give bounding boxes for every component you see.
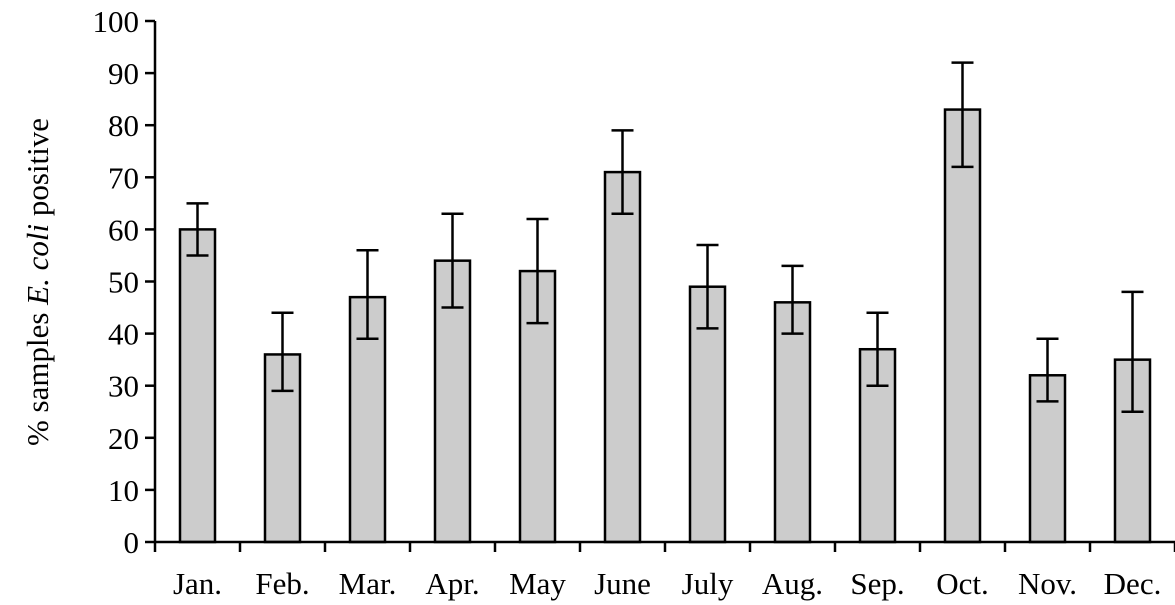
y-tick-label: 0 [124, 525, 140, 560]
y-tick-label: 70 [108, 160, 139, 195]
bar-jan [178, 228, 217, 544]
x-tick-label: June [594, 566, 651, 601]
bar-june [603, 170, 642, 544]
y-axis-title: % samples E. coli positive [20, 118, 55, 446]
x-tick-label: Jan. [173, 566, 222, 601]
x-tick-label: Mar. [339, 566, 397, 601]
y-axis-ticks: 0 10 20 30 40 50 60 70 80 90 100 [93, 4, 155, 560]
y-tick-label: 100 [93, 4, 140, 39]
bar-oct [943, 108, 982, 544]
y-tick-label: 20 [108, 421, 139, 456]
y-axis-title-suffix: positive [20, 118, 55, 224]
y-axis-title-italic: E. coli [20, 224, 55, 306]
x-axis-ticks: Jan. Feb. Mar. Apr. May June July Aug. Sep. Oct. N… [153, 542, 1175, 601]
y-tick-label: 60 [108, 212, 139, 247]
error-bars-group [186, 61, 1144, 413]
y-tick-label: 90 [108, 56, 139, 91]
x-tick-label: Sep. [850, 566, 904, 601]
x-tick-label: Dec. [1104, 566, 1162, 601]
y-tick-label: 30 [108, 369, 139, 404]
x-tick-label: July [682, 566, 734, 601]
y-tick-label: 10 [108, 473, 139, 508]
x-tick-label: Feb. [255, 566, 309, 601]
x-tick-label: Aug. [762, 566, 823, 601]
x-tick-label: Oct. [936, 566, 989, 601]
y-axis-title-prefix: % samples [20, 305, 55, 446]
y-tick-label: 40 [108, 317, 139, 352]
bars-group [178, 108, 1152, 544]
y-tick-label: 50 [108, 265, 139, 300]
x-tick-label: May [509, 566, 566, 601]
x-tick-label: Nov. [1018, 566, 1077, 601]
x-tick-label: Apr. [425, 566, 479, 601]
y-tick-label: 80 [108, 108, 139, 143]
bar-aug [773, 301, 812, 544]
